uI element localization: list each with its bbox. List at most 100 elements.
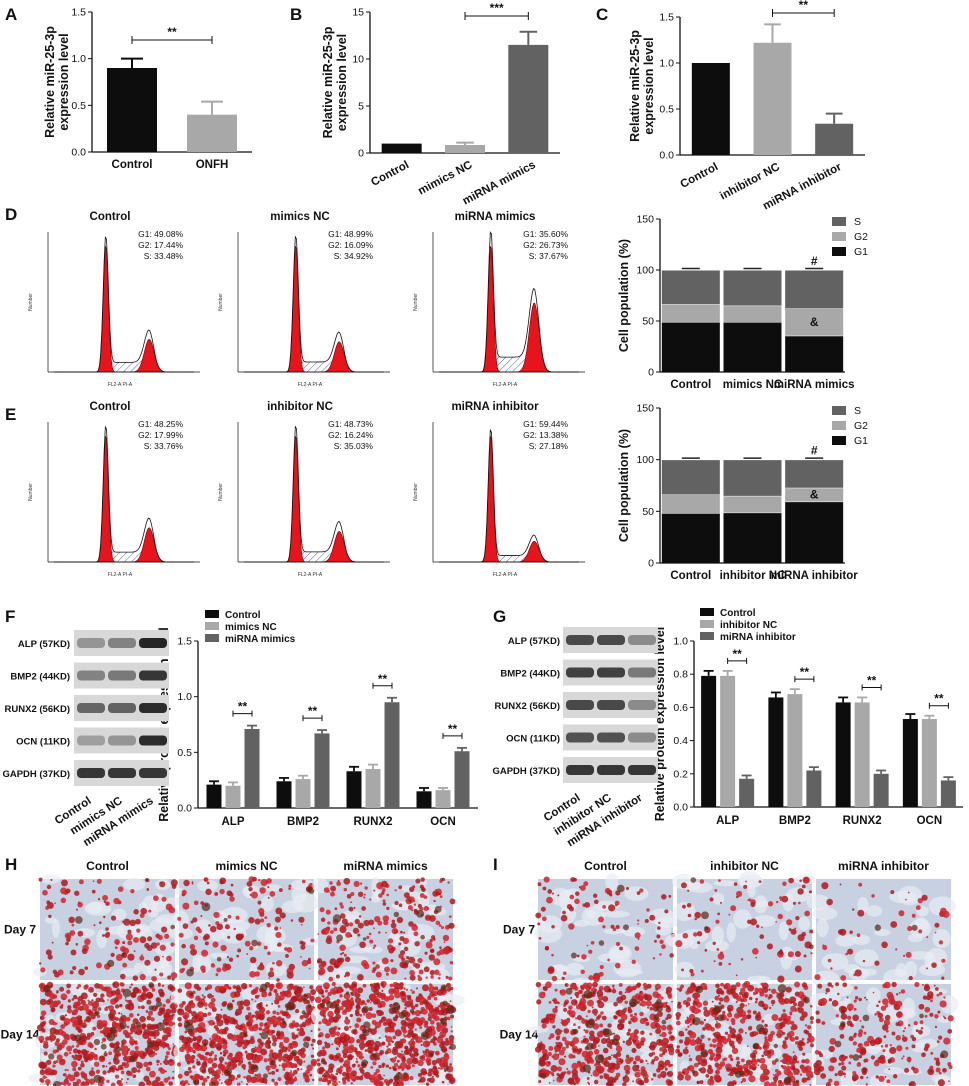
mineral-nodule <box>102 1070 107 1075</box>
mineral-nodule <box>324 1041 327 1045</box>
mineral-nodule <box>78 968 85 976</box>
mineral-nodule <box>325 909 331 915</box>
mineral-nodule <box>390 922 397 929</box>
mineral-nodule <box>448 1034 455 1041</box>
mineral-nodule <box>406 1077 409 1080</box>
mineral-nodule <box>769 1006 772 1010</box>
mineral-nodule <box>794 1036 799 1041</box>
mineral-nodule <box>689 1039 697 1046</box>
mineral-nodule <box>378 893 383 898</box>
mineral-nodule <box>409 1075 414 1081</box>
mineral-nodule <box>615 941 621 947</box>
mineral-nodule <box>759 991 765 997</box>
mineral-nodule <box>413 1051 419 1057</box>
mineral-nodule <box>927 991 934 998</box>
mineral-nodule <box>786 1034 792 1039</box>
mineral-nodule <box>767 901 774 907</box>
mineral-nodule <box>79 1041 84 1046</box>
mineral-nodule <box>435 888 438 891</box>
blot-band <box>566 635 594 645</box>
mineral-nodule <box>311 1000 313 1003</box>
mineral-nodule <box>881 1024 889 1031</box>
mineral-nodule <box>566 1021 569 1024</box>
mineral-nodule <box>366 999 370 1003</box>
mineral-nodule <box>634 946 640 951</box>
mineral-nodule <box>39 1015 45 1021</box>
mineral-nodule <box>96 1019 103 1027</box>
bar <box>365 769 381 808</box>
mineral-nodule <box>613 1001 618 1007</box>
mineral-nodule <box>377 920 383 926</box>
mineral-nodule <box>411 1057 419 1065</box>
cell-texture <box>335 930 357 948</box>
mineral-nodule <box>380 982 384 986</box>
mineral-nodule <box>686 997 692 1002</box>
mineral-nodule <box>376 1009 383 1017</box>
mineral-nodule <box>233 927 236 931</box>
bar <box>454 751 470 808</box>
mineral-nodule <box>810 1043 814 1048</box>
mineral-nodule <box>42 1075 47 1079</box>
mineral-nodule <box>86 1032 91 1037</box>
category-label: RUNX2 <box>843 815 882 827</box>
mineral-nodule <box>147 1010 153 1016</box>
mineral-nodule <box>580 885 586 891</box>
dark-nodule <box>334 1003 340 1010</box>
y-axis-title: Number <box>218 483 224 501</box>
mineral-nodule <box>830 967 833 970</box>
mineral-nodule <box>322 1046 326 1050</box>
mineral-nodule <box>54 902 56 905</box>
mineral-nodule <box>257 1038 262 1044</box>
mineral-nodule <box>776 1033 782 1039</box>
mineral-nodule <box>552 1053 560 1061</box>
dark-nodule <box>775 1058 779 1063</box>
mineral-nodule <box>905 951 912 958</box>
mineral-nodule <box>188 1069 192 1074</box>
mineral-nodule <box>685 990 690 995</box>
mineral-nodule <box>727 990 730 993</box>
mineral-nodule <box>574 898 580 905</box>
mineral-nodule <box>563 1055 567 1058</box>
mineral-nodule <box>825 987 830 993</box>
blot-band <box>597 765 625 775</box>
dark-nodule <box>43 985 51 993</box>
mineral-nodule <box>144 962 147 965</box>
mineral-nodule <box>339 1006 344 1011</box>
mineral-nodule <box>594 1013 597 1016</box>
mineral-nodule <box>40 967 46 973</box>
mineral-nodule <box>935 1067 941 1073</box>
mineral-nodule <box>398 903 403 908</box>
mineral-nodule <box>726 1018 730 1021</box>
mineral-nodule <box>685 1001 691 1007</box>
mineral-nodule <box>622 1075 630 1083</box>
bar <box>691 63 730 155</box>
s-phase-area <box>439 339 579 372</box>
mineral-nodule <box>790 928 797 935</box>
mineral-nodule <box>184 1080 189 1084</box>
mineral-nodule <box>357 891 364 898</box>
mineral-nodule <box>382 985 385 988</box>
mineral-nodule <box>398 885 403 890</box>
mineral-nodule <box>919 1020 924 1024</box>
mineral-nodule <box>110 952 115 957</box>
mineral-nodule <box>343 992 351 1000</box>
mineral-nodule <box>120 1013 123 1015</box>
mineral-nodule <box>295 1055 300 1059</box>
mineral-nodule <box>634 1073 637 1077</box>
mineral-nodule <box>155 1076 161 1082</box>
mineral-nodule <box>687 1025 690 1028</box>
mineral-nodule <box>383 995 390 1002</box>
dark-nodule <box>700 1034 705 1039</box>
mineral-nodule <box>306 1064 313 1072</box>
mineral-nodule <box>563 971 567 976</box>
mineral-nodule <box>379 1043 383 1047</box>
mineral-nodule <box>908 975 913 981</box>
mineral-nodule <box>708 1066 712 1069</box>
mineral-nodule <box>125 1016 131 1022</box>
phase-percentage: G1: 49.08% <box>138 229 183 239</box>
y-tick-label: 100 <box>636 265 654 277</box>
mineral-nodule <box>247 1061 252 1065</box>
mineral-nodule <box>349 986 353 990</box>
mineral-nodule <box>70 949 77 956</box>
mineral-nodule <box>51 1007 56 1012</box>
